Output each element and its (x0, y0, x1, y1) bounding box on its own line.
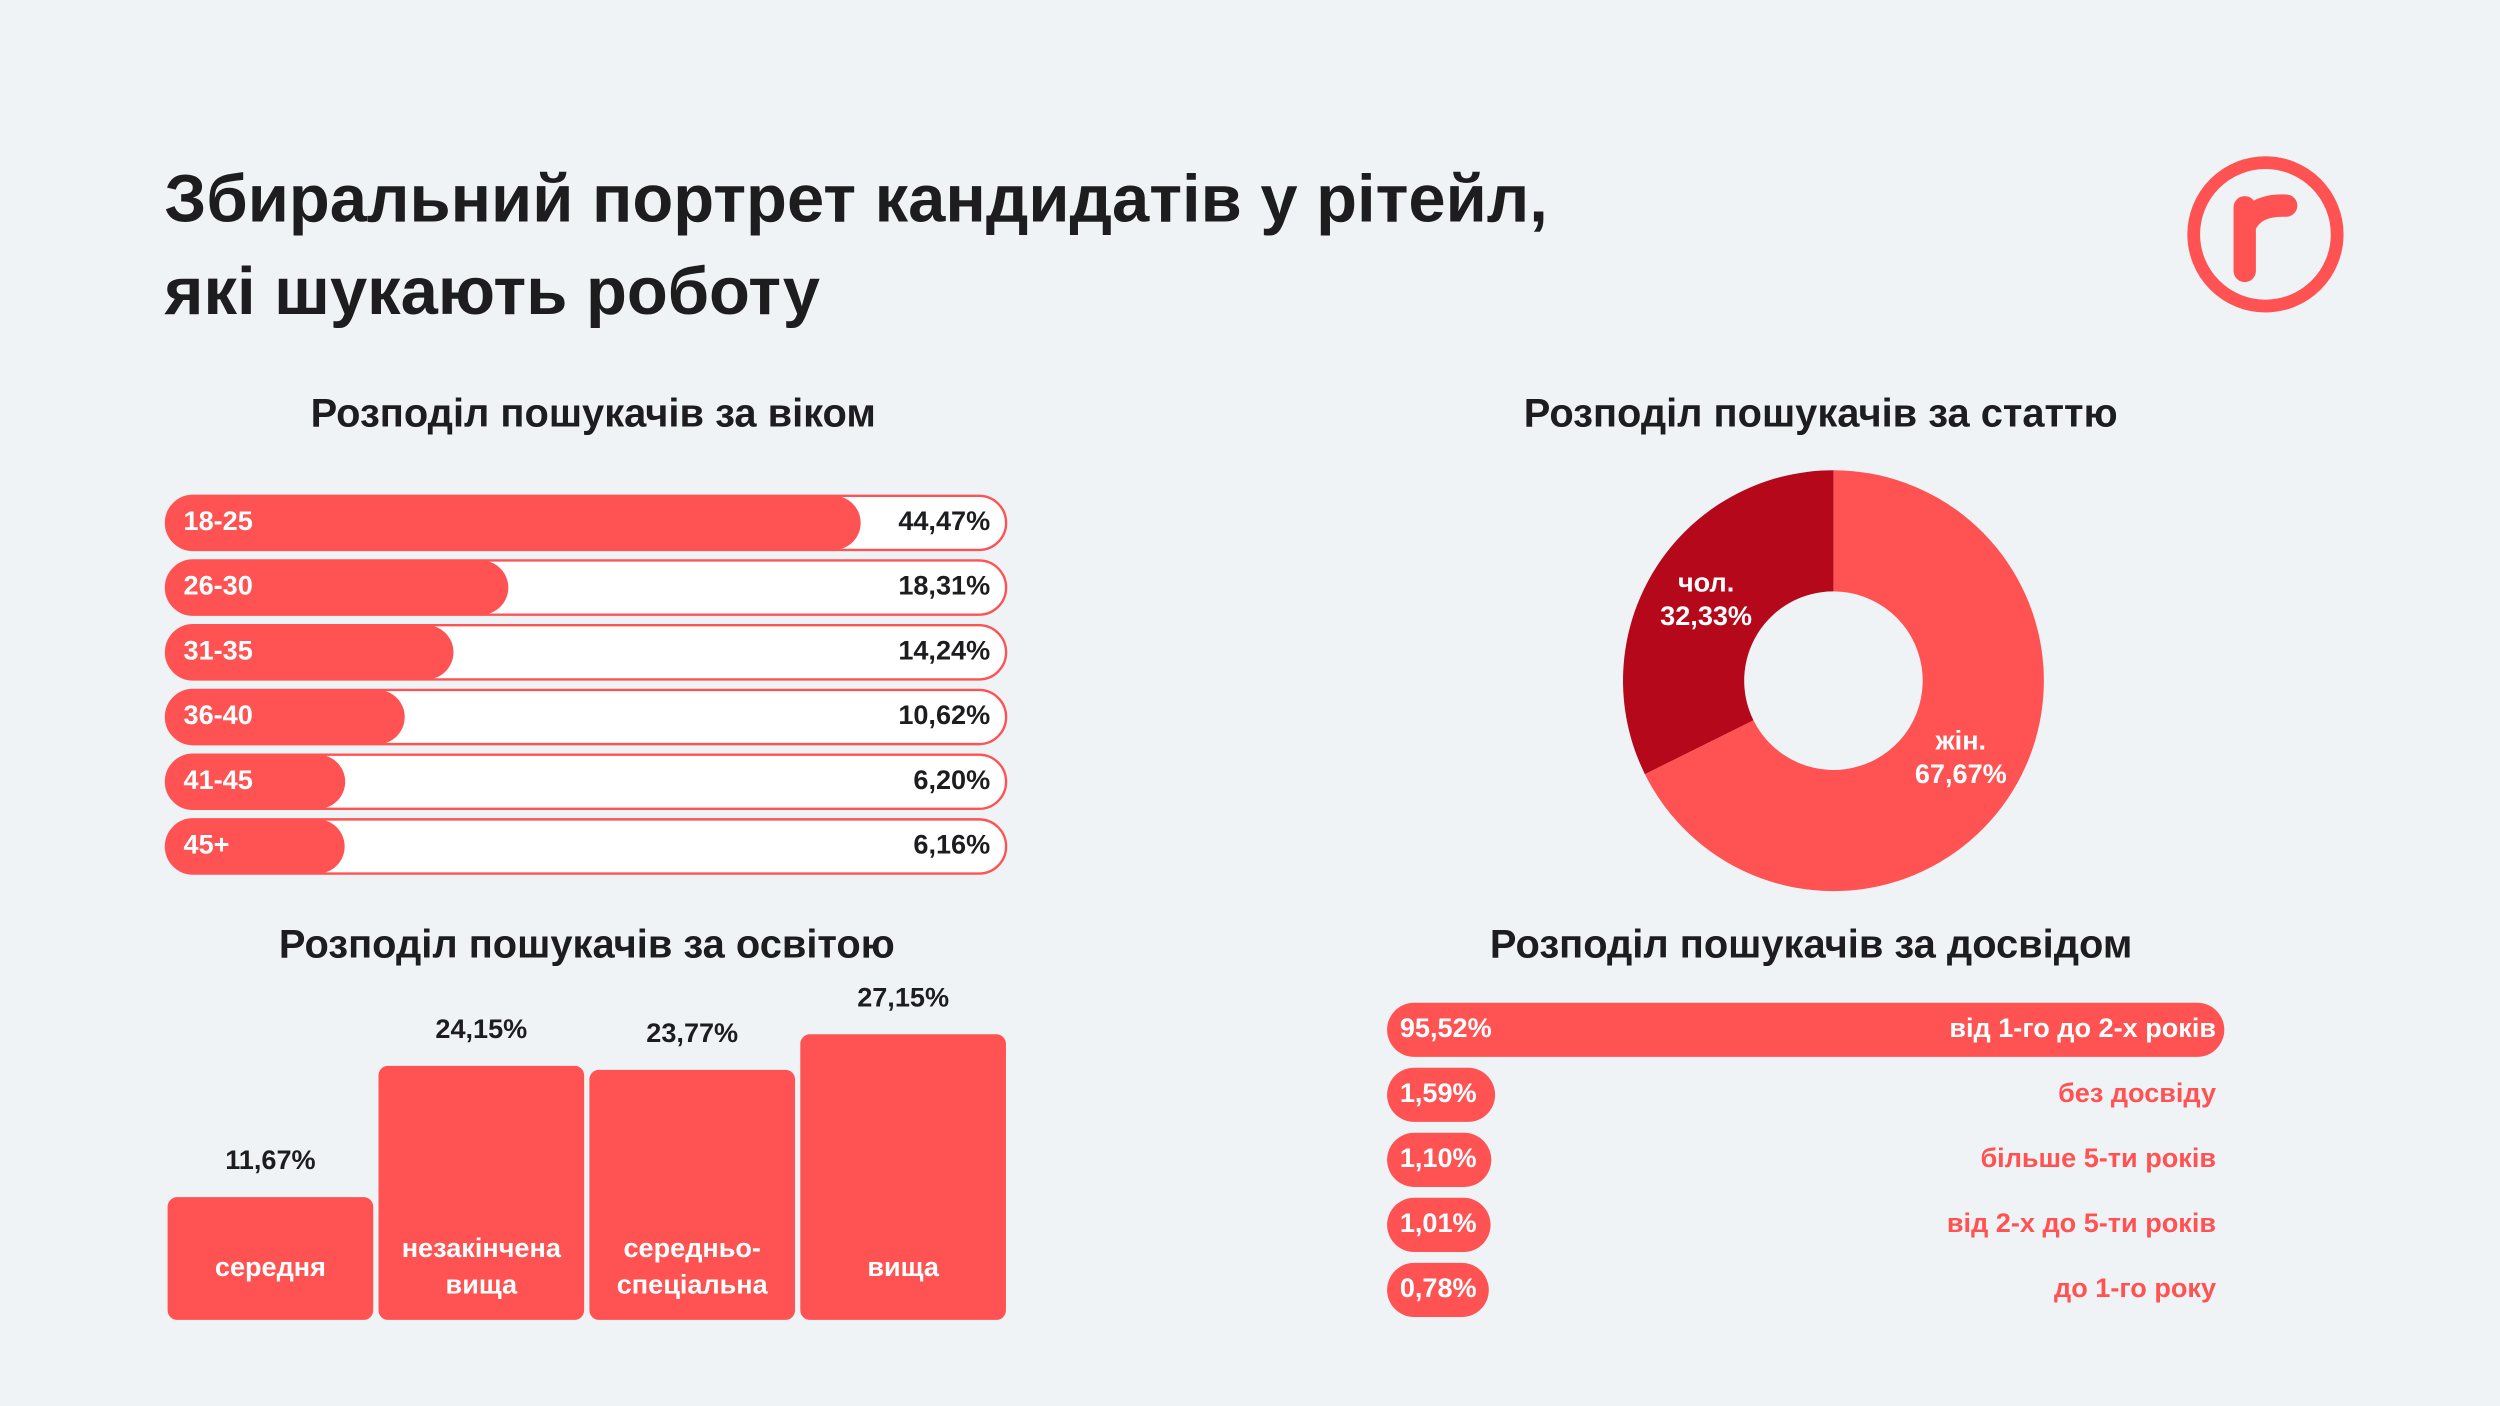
bar (378, 1065, 585, 1320)
bar (1387, 1132, 1492, 1187)
bar (166, 495, 861, 550)
bar (166, 689, 405, 745)
bar (166, 560, 509, 615)
chart-title: Розподіл пошукачів за освітою (279, 922, 895, 966)
value-label: 24,15% (435, 1013, 527, 1044)
slice-value: 67,67% (1915, 758, 2007, 789)
bar (1387, 1002, 2225, 1057)
value-label: 1,10% (1400, 1142, 1477, 1173)
bar (166, 754, 346, 809)
value-label: 10,62% (898, 699, 990, 730)
bar-track (164, 753, 1008, 811)
value-label: 23,77% (646, 1017, 738, 1048)
bar (167, 1197, 374, 1320)
value-label: 6,20% (913, 764, 990, 795)
category-label: незакінчена вища (402, 1232, 562, 1300)
category-label: від 1-го до 2-х років (1949, 1012, 2216, 1043)
logo-ring (2187, 156, 2344, 313)
category-label: більше 5-ти років (1980, 1142, 2216, 1173)
bar (1387, 1067, 1496, 1122)
value-label: 14,24% (898, 634, 990, 665)
bar (1387, 1262, 1489, 1318)
category-label: від 2-х до 5-ти років (1947, 1207, 2216, 1238)
category-label: 41-45 (184, 764, 253, 795)
category-label: 18-25 (184, 505, 253, 536)
slice-value: 32,33% (1660, 600, 1752, 631)
page-title: Збиральний портрет кандидатів у рітейл, (164, 162, 1548, 237)
bar-track (164, 818, 1008, 875)
category-label: середньо-спеціальна (617, 1232, 769, 1300)
category-label: до 1-го року (2054, 1272, 2216, 1303)
category-label: без досвіду (2058, 1077, 2216, 1108)
logo-letter (2233, 194, 2298, 283)
category-label: 26-30 (184, 570, 253, 601)
bar (1387, 1197, 1491, 1253)
category-label: 45+ (184, 829, 230, 860)
value-label: 1,01% (1400, 1207, 1477, 1238)
slice-label: жін. (1934, 724, 1986, 755)
bar (800, 1034, 1006, 1320)
category-label: вища (867, 1251, 939, 1282)
chart-title: Розподіл пошукачів за статтю (1524, 392, 2118, 436)
value-label: 11,67% (225, 1144, 315, 1175)
bar (589, 1069, 796, 1320)
chart-title: Розподіл пошукачів за віком (311, 392, 876, 436)
bar (166, 819, 345, 874)
value-label: 27,15% (857, 981, 949, 1012)
value-label: 44,47% (898, 505, 990, 536)
chart-title: Розподіл пошукачів за досвідом (1490, 922, 2132, 966)
bar (166, 625, 454, 680)
value-label: 18,31% (898, 570, 990, 601)
page-title: які шукають роботу (163, 254, 820, 329)
logo (2187, 156, 2344, 313)
donut-slice (1644, 470, 2044, 892)
value-label: 0,78% (1400, 1272, 1477, 1303)
slice-label: чол. (1678, 566, 1734, 597)
value-label: 95,52% (1400, 1012, 1492, 1043)
value-label: 6,16% (913, 829, 990, 860)
category-label: 31-35 (184, 634, 253, 665)
category-label: 36-40 (184, 699, 253, 730)
category-label: середня (215, 1251, 326, 1282)
value-label: 1,59% (1400, 1077, 1477, 1108)
donut-slice (1623, 470, 1834, 775)
